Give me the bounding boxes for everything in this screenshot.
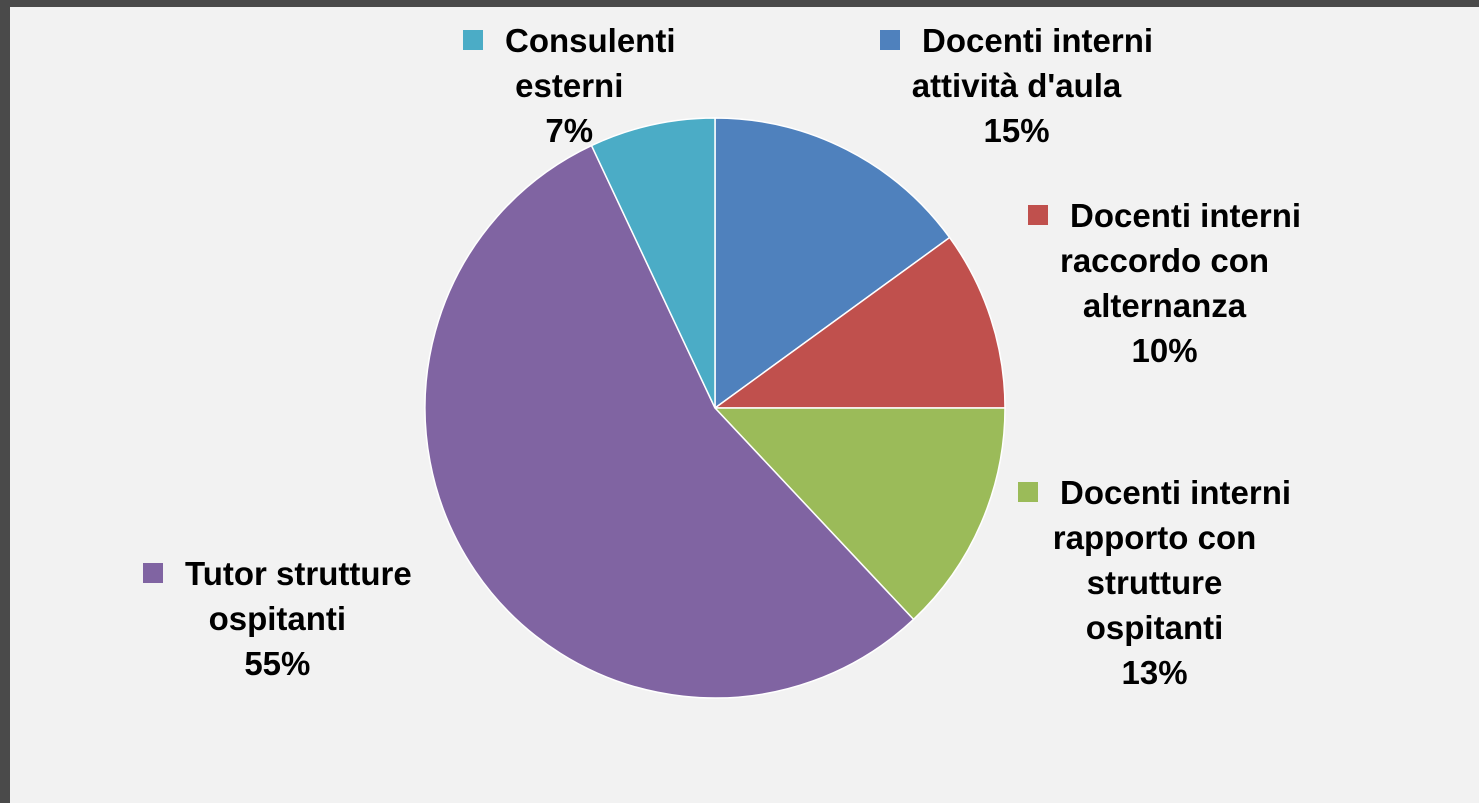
- slice-percent-label: 10%: [1131, 332, 1198, 369]
- legend-swatch-tutor: [143, 563, 163, 583]
- slice-label-line: strutture: [1086, 564, 1223, 601]
- slice-label-tutor: Tutor strutture ospitanti 55%: [143, 551, 412, 686]
- pie-slice-docenti-raccordo: [712, 236, 1006, 409]
- slice-percent-label: 15%: [983, 112, 1050, 149]
- slice-label-line: Docenti interni: [922, 22, 1154, 59]
- legend-swatch-docenti-raccordo: [1028, 205, 1048, 225]
- slice-label-line: ospitanti: [208, 600, 347, 637]
- slice-label-docenti-raccordo: Docenti interni raccordo con alternanza …: [1028, 193, 1301, 373]
- slice-label-line: Consulenti: [505, 22, 676, 59]
- slice-percent-label: 55%: [244, 645, 311, 682]
- slice-label-docenti-aula: Docenti interni attività d'aula 15%: [880, 18, 1153, 153]
- slice-label-line: alternanza: [1082, 287, 1247, 324]
- legend-swatch-consulenti: [463, 30, 483, 50]
- slice-label-line: Docenti interni: [1070, 197, 1302, 234]
- pie-slice-docenti-rapporto: [713, 407, 1006, 621]
- slice-label-line: Tutor strutture: [185, 555, 412, 592]
- slice-percent-label: 7%: [545, 112, 594, 149]
- slice-label-docenti-rapporto: Docenti interni rapporto con strutture o…: [1018, 470, 1291, 695]
- slice-percent-label: 13%: [1121, 654, 1188, 691]
- slice-label-line: attività d'aula: [911, 67, 1122, 104]
- legend-swatch-docenti-rapporto: [1018, 482, 1038, 502]
- pie-slice-tutor: [424, 144, 915, 699]
- slice-label-line: ospitanti: [1085, 609, 1224, 646]
- pie-slice-consulenti: [590, 117, 716, 409]
- slice-label-line: esterni: [515, 67, 624, 104]
- slice-label-line: raccordo con: [1059, 242, 1270, 279]
- slice-label-consulenti: Consulenti esterni 7%: [463, 18, 676, 153]
- pie-slice-docenti-aula: [714, 117, 951, 410]
- slice-label-line: rapporto con: [1052, 519, 1257, 556]
- slice-label-line: Docenti interni: [1060, 474, 1292, 511]
- legend-swatch-docenti-aula: [880, 30, 900, 50]
